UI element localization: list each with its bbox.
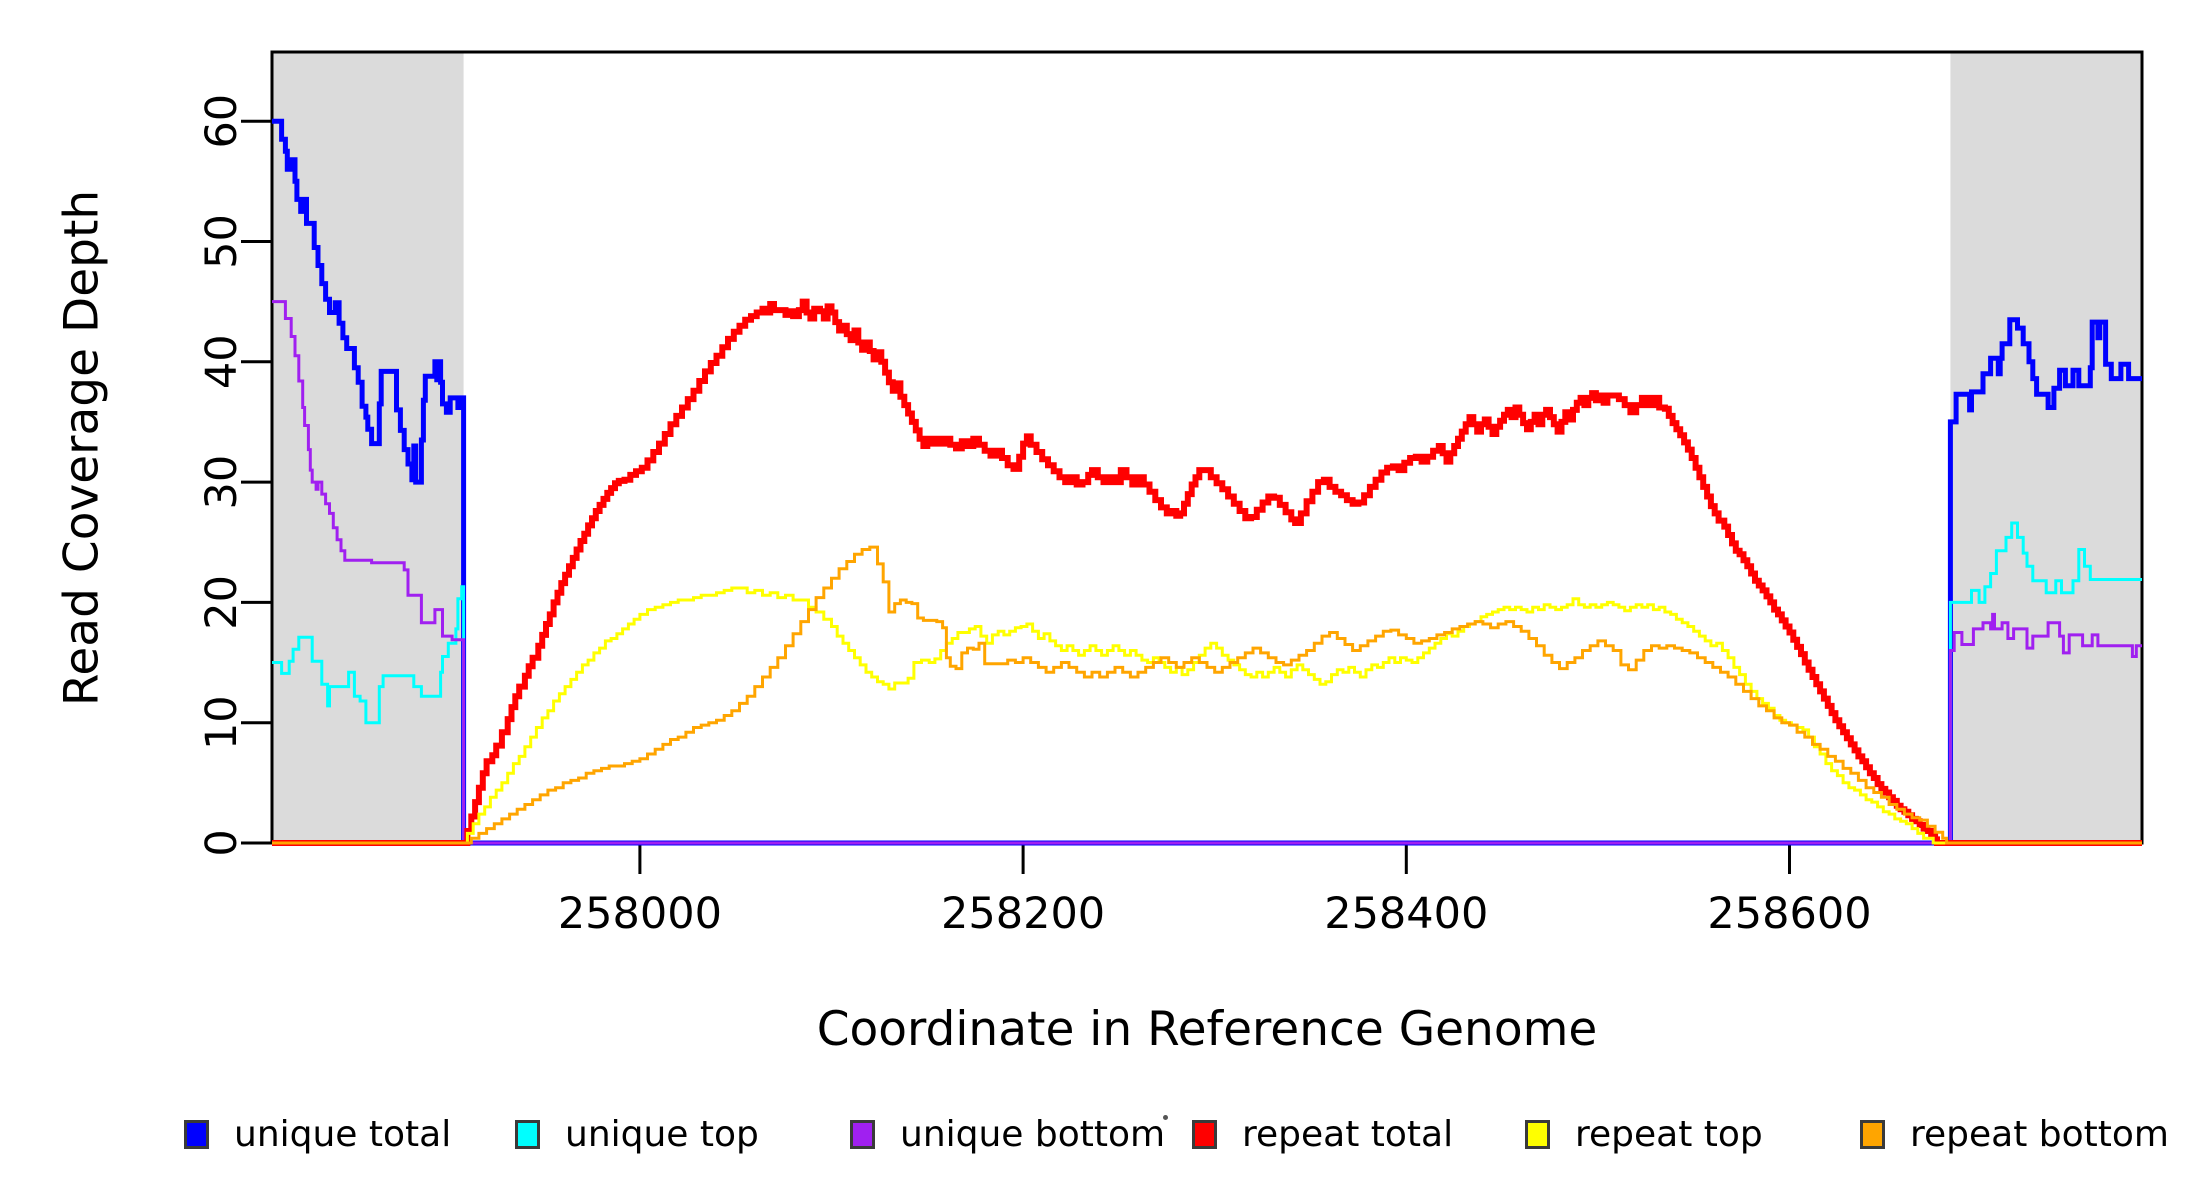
x-tick-label: 258000	[558, 889, 722, 939]
y-tick-label: 20	[197, 575, 247, 630]
series-repeat-bottom	[272, 545, 2142, 845]
shaded-region-right-flank	[1950, 52, 2142, 843]
plot-box	[270, 50, 2144, 845]
y-axis-title: Read Coverage Depth	[54, 189, 110, 707]
shaded-region-left-flank	[272, 52, 464, 843]
stray-dot	[1163, 1115, 1168, 1120]
y-tick-label: 10	[197, 695, 247, 750]
y-tick-label: 0	[197, 829, 247, 856]
y-tick-label: 30	[197, 455, 247, 510]
y-tick-label: 40	[197, 334, 247, 389]
series-repeat-total	[272, 298, 2142, 846]
y-tick-label: 50	[197, 214, 247, 269]
x-tick-label: 258200	[941, 889, 1105, 939]
x-tick-label: 258400	[1324, 889, 1488, 939]
y-tick-label: 60	[197, 94, 247, 149]
series-unique-total	[272, 118, 2142, 846]
series-unique-top	[272, 521, 2142, 845]
series-repeat-top	[272, 586, 2142, 845]
x-tick-label: 258600	[1707, 889, 1871, 939]
x-axis-title: Coordinate in Reference Genome	[816, 1002, 1598, 1057]
series-unique-bottom	[272, 300, 2142, 845]
